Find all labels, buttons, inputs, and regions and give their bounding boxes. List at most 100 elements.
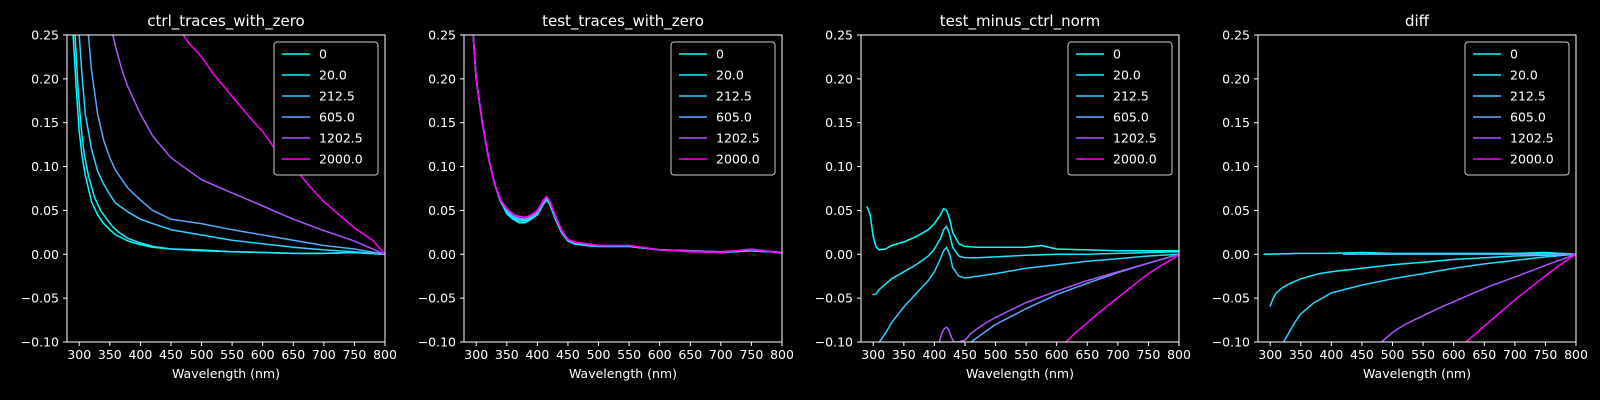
x-tick-label: 500 bbox=[190, 347, 214, 362]
x-tick-label: 700 bbox=[1106, 347, 1130, 362]
x-tick-label: 300 bbox=[67, 347, 91, 362]
x-tick-label: 750 bbox=[1533, 347, 1557, 362]
x-tick-label: 450 bbox=[556, 347, 580, 362]
y-tick-label: 0.15 bbox=[825, 115, 853, 130]
chart-title: ctrl_traces_with_zero bbox=[147, 12, 304, 31]
legend-entry-label: 2000.0 bbox=[319, 152, 363, 167]
series-line-1202.5 bbox=[938, 253, 1179, 342]
series-group bbox=[1263, 251, 1576, 342]
y-tick-label: 0.00 bbox=[428, 247, 456, 262]
y-tick-label: 0.10 bbox=[1222, 159, 1250, 174]
x-tick-label: 550 bbox=[220, 347, 244, 362]
legend-entry-label: 20.0 bbox=[1510, 68, 1538, 83]
legend-entry-label: 605.0 bbox=[1113, 110, 1149, 125]
legend: 0 20.0 212.5 605.0 1202.5 2000.0 bbox=[1464, 41, 1570, 176]
legend-entry-label: 1202.5 bbox=[1113, 131, 1157, 146]
series-line-212.5 bbox=[878, 246, 1179, 342]
y-tick-label: −0.10 bbox=[21, 335, 59, 350]
y-tick-label: 0.25 bbox=[31, 28, 59, 43]
series-line-20.0 bbox=[872, 225, 1179, 296]
x-tick-label: 750 bbox=[342, 347, 366, 362]
x-tick-label: 600 bbox=[648, 347, 672, 362]
chart-title: test_minus_ctrl_norm bbox=[940, 12, 1101, 31]
y-tick-label: 0.20 bbox=[31, 71, 59, 86]
y-tick-label: 0.10 bbox=[31, 159, 59, 174]
x-tick-label: 650 bbox=[1472, 347, 1496, 362]
series-group bbox=[866, 206, 1179, 342]
x-tick-label: 800 bbox=[1564, 347, 1588, 362]
legend-entry-label: 0 bbox=[1510, 47, 1518, 62]
y-tick-label: 0.25 bbox=[825, 28, 853, 43]
series-line-2000.0 bbox=[1465, 253, 1576, 342]
series-line-2000.0 bbox=[472, 35, 782, 255]
x-tick-label: 500 bbox=[587, 347, 611, 362]
legend-entry-label: 20.0 bbox=[716, 68, 744, 83]
legend-entry-label: 0 bbox=[716, 47, 724, 62]
x-tick-label: 350 bbox=[892, 347, 916, 362]
legend-entry-label: 212.5 bbox=[319, 89, 355, 104]
x-tick-label: 650 bbox=[678, 347, 702, 362]
legend-entry-label: 605.0 bbox=[716, 110, 752, 125]
x-tick-label: 400 bbox=[922, 347, 946, 362]
y-tick-label: −0.10 bbox=[815, 335, 853, 350]
x-tick-label: 400 bbox=[1319, 347, 1343, 362]
chart-title: test_traces_with_zero bbox=[542, 12, 704, 31]
legend-entry-label: 605.0 bbox=[319, 110, 355, 125]
x-axis-label: Wavelength (nm) bbox=[966, 366, 1074, 381]
x-tick-label: 550 bbox=[1014, 347, 1038, 362]
x-axis-label: Wavelength (nm) bbox=[1363, 366, 1471, 381]
y-tick-label: 0.15 bbox=[31, 115, 59, 130]
legend-entry-label: 212.5 bbox=[1113, 89, 1149, 104]
x-axis-label: Wavelength (nm) bbox=[569, 366, 677, 381]
chart-panel: test_traces_with_zero 300 350 400 450 500 550 6… bbox=[418, 12, 794, 381]
chart-panel: ctrl_traces_with_zero 300 350 400 450 500 550 6… bbox=[21, 12, 397, 381]
x-tick-label: 600 bbox=[251, 347, 275, 362]
y-tick-label: 0.25 bbox=[1222, 28, 1250, 43]
x-tick-label: 450 bbox=[159, 347, 183, 362]
y-tick-label: 0.00 bbox=[825, 247, 853, 262]
x-tick-label: 450 bbox=[1350, 347, 1374, 362]
series-line-2000.0 bbox=[1065, 253, 1179, 342]
x-tick-label: 700 bbox=[312, 347, 336, 362]
series-line-20.0 bbox=[74, 35, 385, 256]
x-tick-label: 300 bbox=[464, 347, 488, 362]
series-line-20.0 bbox=[1269, 253, 1576, 307]
series-line-0 bbox=[866, 206, 1179, 252]
y-tick-label: −0.05 bbox=[21, 291, 59, 306]
legend-entry-label: 2000.0 bbox=[1510, 152, 1554, 167]
y-tick-label: 0.05 bbox=[1222, 203, 1250, 218]
x-tick-label: 700 bbox=[1503, 347, 1527, 362]
y-tick-label: 0.05 bbox=[428, 203, 456, 218]
x-tick-label: 350 bbox=[495, 347, 519, 362]
legend-entry-label: 20.0 bbox=[319, 68, 347, 83]
y-tick-label: 0.25 bbox=[428, 28, 456, 43]
y-tick-label: 0.15 bbox=[428, 115, 456, 130]
x-tick-label: 600 bbox=[1045, 347, 1069, 362]
x-tick-label: 650 bbox=[1075, 347, 1099, 362]
y-tick-label: 0.05 bbox=[31, 203, 59, 218]
chart-title: diff bbox=[1405, 12, 1430, 30]
legend-entry-label: 212.5 bbox=[716, 89, 752, 104]
x-tick-label: 650 bbox=[281, 347, 305, 362]
legend-entry-label: 1202.5 bbox=[1510, 131, 1554, 146]
x-tick-label: 300 bbox=[1258, 347, 1282, 362]
y-tick-label: 0.00 bbox=[1222, 247, 1250, 262]
y-tick-label: 0.05 bbox=[825, 203, 853, 218]
x-tick-label: 800 bbox=[373, 347, 397, 362]
series-line-212.5 bbox=[1282, 253, 1576, 342]
chart-panel: diff 300 350 400 450 500 550 600 650 700 750 800 0.2… bbox=[1212, 12, 1588, 381]
plot-frame bbox=[1257, 34, 1577, 343]
x-tick-label: 400 bbox=[128, 347, 152, 362]
series-line-0 bbox=[1263, 251, 1576, 256]
y-tick-label: 0.00 bbox=[31, 247, 59, 262]
y-tick-label: 0.20 bbox=[825, 71, 853, 86]
x-tick-label: 450 bbox=[953, 347, 977, 362]
series-group bbox=[472, 35, 782, 255]
legend-entry-label: 605.0 bbox=[1510, 110, 1546, 125]
x-tick-label: 350 bbox=[98, 347, 122, 362]
x-tick-label: 800 bbox=[770, 347, 794, 362]
x-tick-label: 500 bbox=[984, 347, 1008, 362]
y-tick-label: −0.10 bbox=[1212, 335, 1250, 350]
legend: 0 20.0 212.5 605.0 1202.5 2000.0 bbox=[273, 41, 379, 176]
legend-entry-label: 1202.5 bbox=[716, 131, 760, 146]
